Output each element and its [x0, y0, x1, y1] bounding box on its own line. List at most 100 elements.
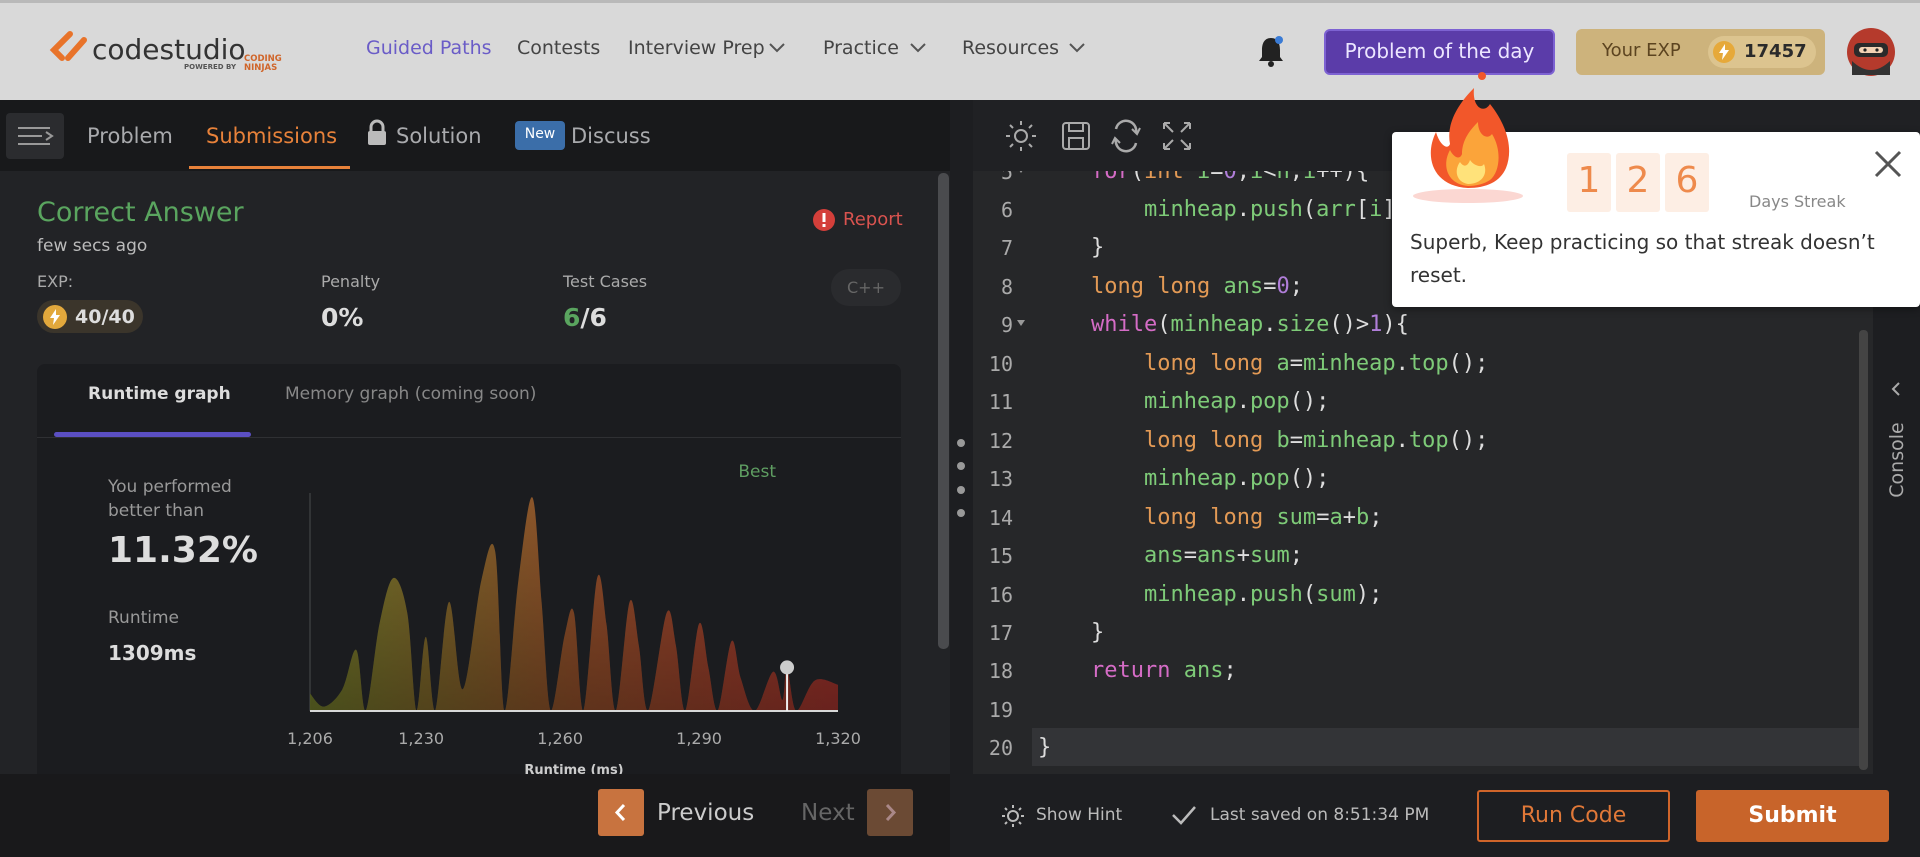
code-token: i	[1196, 171, 1211, 184]
x-tick-label: 1,230	[398, 729, 444, 748]
code-token	[1038, 658, 1091, 683]
streak-digit: 6	[1675, 160, 1699, 201]
tab[interactable]: Solution	[396, 124, 482, 148]
submit-button[interactable]	[1696, 790, 1889, 842]
editor-scrollbar[interactable]	[1859, 330, 1868, 770]
logo-text[interactable]: codestudio	[92, 33, 246, 66]
graph-tab-active[interactable]: Runtime graph	[88, 384, 231, 404]
report-icon[interactable]	[812, 208, 836, 232]
report-link[interactable]: Report	[843, 209, 903, 230]
code-token: =	[1183, 543, 1197, 569]
tab[interactable]: Discuss	[571, 124, 651, 148]
code-token: }	[1090, 235, 1105, 261]
status: Correct Answer	[37, 197, 244, 228]
line-number: 11	[988, 390, 1013, 415]
code-line: minheap.push(sum);	[1038, 582, 1382, 607]
potd-button[interactable]	[1324, 29, 1555, 75]
run-code-button[interactable]	[1477, 790, 1670, 842]
bell-icon[interactable]	[1256, 34, 1286, 68]
code-token: minheap	[1302, 427, 1396, 453]
avatar[interactable]	[1846, 27, 1896, 77]
tab-underline	[189, 166, 350, 169]
streak-digit-box	[1567, 153, 1611, 212]
code-token: =	[1289, 427, 1303, 453]
tab-active[interactable]: Submissions	[206, 124, 338, 148]
submitted-time: few secs ago	[37, 236, 148, 256]
streak-label: Days Streak	[1749, 192, 1846, 211]
chevron[interactable]	[768, 42, 786, 54]
code-token	[1170, 658, 1183, 683]
nav-link[interactable]: Guided Paths	[366, 37, 492, 59]
bolt-icon	[1713, 41, 1735, 63]
run-code-label[interactable]: Run Code	[1520, 803, 1627, 828]
code-token: .	[1263, 312, 1277, 338]
code-token: push	[1249, 581, 1303, 607]
nav-link[interactable]: Contests	[517, 37, 601, 59]
code-token	[1197, 428, 1210, 453]
streak-digit-box	[1665, 153, 1709, 212]
scrollbar[interactable]	[938, 173, 949, 649]
prev-button[interactable]	[598, 789, 644, 836]
code-line: long long b=minheap.top();	[1038, 428, 1488, 453]
console-chevron[interactable]	[1890, 381, 1902, 397]
performance-label: You performed better than	[108, 477, 232, 521]
code-token: ();	[1289, 466, 1330, 492]
nav-link[interactable]: Practice	[823, 37, 899, 59]
code-token: long	[1090, 273, 1144, 299]
code-token	[1197, 505, 1210, 530]
code-line: minheap.pop();	[1038, 466, 1329, 491]
menu-button[interactable]	[6, 113, 64, 159]
code-token	[1184, 171, 1197, 184]
chevron[interactable]	[1068, 42, 1086, 54]
code-token: .	[1236, 197, 1250, 222]
code-token: minheap	[1143, 389, 1237, 415]
code-token: int	[1143, 171, 1184, 184]
code-token: =	[1210, 171, 1224, 184]
legend-label: Best	[738, 462, 776, 482]
code-token: long	[1210, 427, 1264, 453]
left-footer	[0, 774, 950, 857]
tab[interactable]: Problem	[87, 124, 173, 148]
code-token: .	[1395, 427, 1409, 453]
splitter-dots[interactable]	[954, 435, 968, 521]
language-pill	[831, 269, 901, 306]
graph-tab[interactable]: Memory graph (coming soon)	[285, 384, 537, 404]
code-token: .	[1236, 581, 1250, 607]
code-token: ans	[1143, 543, 1184, 569]
show-hint[interactable]: Show Hint	[1036, 805, 1123, 825]
nav-link[interactable]: Resources	[962, 37, 1060, 59]
code-token: minheap	[1302, 350, 1396, 376]
console-label[interactable]: Console	[1886, 422, 1908, 498]
fold-marker[interactable]	[1017, 171, 1025, 173]
next[interactable]: Next	[801, 800, 855, 826]
code-editor[interactable]: 5 for(int i=0;i<n;i++){6 minheap.push(ar…	[973, 171, 1873, 774]
code-token: (	[1302, 197, 1317, 222]
divider	[37, 437, 901, 438]
code-token	[1038, 428, 1144, 453]
code-token: =	[1263, 273, 1277, 299]
chevron[interactable]	[909, 42, 927, 54]
potd-label[interactable]: Problem of the day	[1344, 39, 1535, 63]
marker-dot	[780, 660, 795, 675]
code-token: top	[1408, 350, 1449, 376]
previous[interactable]: Previous	[657, 800, 755, 826]
splitter[interactable]	[950, 100, 973, 857]
code-token: ();	[1289, 389, 1330, 415]
hint-icon[interactable]	[1000, 803, 1026, 829]
editor-tools[interactable]	[1004, 119, 1194, 155]
fold-marker[interactable]	[1017, 320, 1025, 327]
code-token: sum	[1316, 581, 1356, 607]
code-token: +	[1342, 504, 1356, 530]
next-button[interactable]	[867, 789, 913, 836]
submit-label[interactable]: Submit	[1748, 803, 1837, 828]
streak-message: Superb, Keep practicing so that streak d…	[1410, 230, 1875, 287]
code-token: long	[1210, 504, 1264, 530]
nav-link[interactable]: Interview Prep	[628, 37, 765, 59]
close-button[interactable]	[1873, 149, 1903, 179]
line-number: 15	[988, 544, 1013, 569]
code-token: ;	[1289, 543, 1303, 569]
code-token: for	[1090, 171, 1131, 184]
new-badge	[515, 121, 565, 150]
code-token: (	[1302, 581, 1317, 607]
